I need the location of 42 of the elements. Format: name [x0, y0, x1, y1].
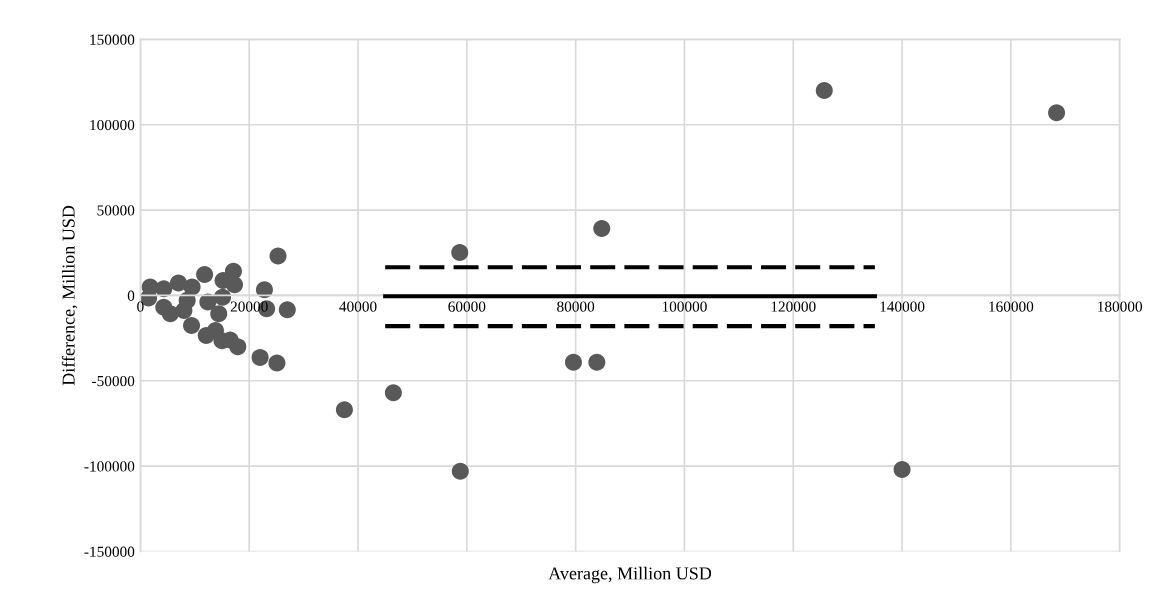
x-tick-label: 160000 — [989, 301, 1034, 312]
x-tick-label: 0 — [137, 301, 144, 312]
x-tick-label: 120000 — [771, 301, 816, 312]
point — [183, 316, 201, 334]
x-axis-title: Average, Million USD — [548, 566, 712, 584]
point — [593, 220, 611, 238]
x-tick-label: 180000 — [1098, 301, 1143, 312]
y-axis-title: Difference, Million USD — [61, 205, 78, 386]
x-tick-label: 40000 — [339, 301, 377, 312]
x-tick-label: 100000 — [662, 301, 707, 312]
point — [269, 247, 287, 265]
point — [210, 305, 228, 323]
y-tick-label: -100000 — [84, 461, 135, 472]
point — [893, 461, 911, 479]
point — [451, 462, 469, 480]
y-tick-label: 150000 — [90, 34, 135, 45]
point — [1048, 104, 1066, 122]
point — [588, 353, 606, 371]
point — [335, 401, 353, 419]
point — [384, 384, 402, 402]
point — [278, 301, 296, 319]
point — [451, 244, 469, 262]
point — [229, 338, 247, 356]
y-tick-label: 0 — [127, 290, 135, 301]
y-tick-label: 50000 — [97, 205, 135, 216]
point — [815, 82, 833, 100]
point — [161, 305, 179, 323]
point — [178, 291, 196, 309]
y-tick-label: -150000 — [84, 546, 135, 557]
point — [268, 354, 286, 372]
point — [196, 266, 214, 284]
point — [255, 281, 273, 299]
x-tick-label: 80000 — [557, 301, 595, 312]
y-tick-label: 100000 — [90, 119, 135, 131]
x-tick-label: 140000 — [880, 301, 925, 312]
y-tick-label: -50000 — [92, 375, 135, 387]
point — [226, 276, 244, 294]
point — [564, 353, 582, 371]
x-tick-label: 60000 — [448, 301, 486, 312]
point — [199, 293, 217, 311]
point — [251, 348, 269, 366]
point — [169, 274, 187, 292]
